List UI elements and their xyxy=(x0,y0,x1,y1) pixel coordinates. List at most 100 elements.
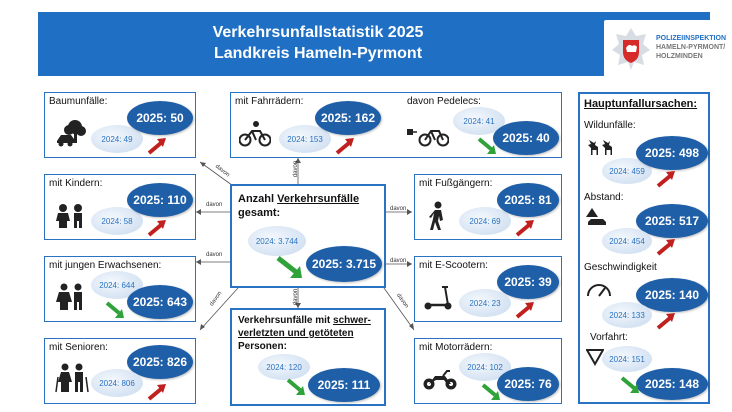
value-2025: 2025: 50 xyxy=(127,101,193,135)
trend-up-arrow-icon xyxy=(656,239,675,256)
logo-text-line3: HOLZMINDEN xyxy=(656,53,703,60)
cause-label: Wildunfälle: xyxy=(584,120,636,131)
value-2025: 2025: 498 xyxy=(636,136,708,170)
severe-title-c: verletzten und getöteten xyxy=(238,328,354,339)
trend-up-arrow-icon xyxy=(515,302,534,319)
children-icon xyxy=(56,204,82,228)
value-2025: 2025: 76 xyxy=(497,367,559,401)
value-2024-severe: 2024: 120 xyxy=(258,354,310,380)
speedometer-icon xyxy=(587,284,611,297)
box-label: mit Senioren: xyxy=(49,342,108,353)
box-children: mit Kindern: 2024: 58 2025: 110 xyxy=(44,174,196,240)
value-2025-bicycles: 2025: 162 xyxy=(315,101,381,135)
header-banner: Verkehrsunfallstatistik 2025 Landkreis H… xyxy=(38,12,732,78)
cause-label: Abstand: xyxy=(584,192,624,203)
davon-label: davon xyxy=(293,160,300,178)
trend-up-arrow-icon xyxy=(656,171,675,188)
box-escooters: mit E-Scootern: 2025: 39 2024: 23 xyxy=(414,256,562,322)
box-seniors: mit Senioren: 2025: 826 2024: 806 xyxy=(44,338,196,404)
value-2025: 2025: 39 xyxy=(497,265,559,299)
trend-up-arrow-icon xyxy=(656,313,675,330)
value-2024: 2024: 151 xyxy=(602,346,652,372)
box-label: mit E-Scootern: xyxy=(419,260,488,271)
value-2025-total: 2025: 3.715 xyxy=(306,246,382,282)
box-severe-accidents: Verkehrsunfälle mit schwer- verletzten u… xyxy=(230,308,386,406)
trend-up-arrow-icon xyxy=(147,384,166,401)
trend-up-arrow-icon xyxy=(147,138,166,155)
box-total-accidents: Anzahl Verkehrsunfälle gesamt: 2024: 3.7… xyxy=(230,184,386,288)
police-logo: POLIZEIINSPEKTION HAMELN-PYRMONT/ HOLZMI… xyxy=(604,20,732,78)
box-young-adults: mit jungen Erwachsenen: 2024: 644 2025: … xyxy=(44,256,196,322)
severe-title-a: Verkehrsunfälle mit xyxy=(238,315,334,326)
box-label: mit Motorrädern: xyxy=(419,342,493,353)
logo-text-line1: POLIZEIINSPEKTION xyxy=(656,35,727,42)
value-2025: 2025: 643 xyxy=(127,285,193,319)
value-2025-severe: 2025: 111 xyxy=(308,368,380,402)
value-2024: 2024: 806 xyxy=(91,369,143,397)
davon-label: davon xyxy=(206,202,223,208)
pedestrian-icon xyxy=(429,201,443,230)
bicycle-icon xyxy=(239,121,271,147)
trend-down-arrow-icon xyxy=(477,137,496,154)
value-2025: 2025: 148 xyxy=(636,368,708,400)
seniors-icon xyxy=(55,363,89,393)
panel-main-causes: Hauptunfallursachen: Wildunfälle: 2024: … xyxy=(578,92,710,404)
davon-label: davon xyxy=(206,252,223,258)
police-star-icon xyxy=(612,28,650,70)
value-2024: 2024: 23 xyxy=(459,289,511,317)
tree-crash-icon xyxy=(57,120,86,147)
trend-down-arrow-icon xyxy=(620,376,639,393)
value-2024: 2024: 454 xyxy=(602,228,652,254)
deer-icon xyxy=(588,140,612,155)
pedelec-icon xyxy=(407,129,449,147)
davon-label: davon xyxy=(390,258,407,264)
yield-sign-icon xyxy=(586,349,604,366)
value-2025-pedelecs: 2025: 40 xyxy=(493,121,559,155)
davon-label: davon xyxy=(293,288,300,306)
value-2025: 2025: 81 xyxy=(497,183,559,217)
page-subtitle: Landkreis Hameln-Pyrmont xyxy=(213,45,423,62)
value-2024-bicycles: 2024: 153 xyxy=(279,125,331,153)
value-2025: 2025: 517 xyxy=(636,204,708,238)
box-pedestrians: mit Fußgängern: 2024: 69 2025: 81 xyxy=(414,174,562,240)
value-2024-total: 2024: 3.744 xyxy=(248,226,306,256)
value-2025: 2025: 826 xyxy=(127,345,193,379)
value-2024: 2024: 58 xyxy=(91,207,143,235)
davon-label: davon xyxy=(390,206,407,212)
severe-title-b: schwer- xyxy=(333,315,371,326)
center-title-b: Verkehrsunfälle xyxy=(277,193,360,205)
value-2025: 2025: 140 xyxy=(636,278,708,312)
trend-down-arrow-icon xyxy=(481,383,500,400)
box-label: mit Kindern: xyxy=(49,178,103,189)
motorcycle-icon xyxy=(423,370,457,390)
young-adults-icon xyxy=(56,283,82,310)
box-motorcycles: mit Motorrädern: 2024: 102 2025: 76 xyxy=(414,338,562,404)
trend-up-arrow-icon xyxy=(335,138,354,155)
cause-label: Vorfahrt: xyxy=(590,332,628,343)
distance-icon xyxy=(586,208,606,225)
box-tree-accidents: Baumunfälle: 2024: 49 2025: 50 xyxy=(44,92,196,158)
trend-down-arrow-icon xyxy=(286,378,305,395)
box-label: mit Fußgängern: xyxy=(419,178,493,189)
box-label-pedelecs: davon Pedelecs: xyxy=(407,96,481,107)
value-2024: 2024: 49 xyxy=(91,125,143,153)
box-bicycles: mit Fahrrädern: 2024: 153 2025: 162 davo… xyxy=(230,92,562,158)
trend-up-arrow-icon xyxy=(147,220,166,237)
panel-title: Hauptunfallursachen: xyxy=(584,98,698,110)
cause-label: Geschwindigkeit xyxy=(584,262,657,273)
value-2025: 2025: 110 xyxy=(127,183,193,217)
box-label: mit jungen Erwachsenen: xyxy=(49,260,162,271)
center-title-c: gesamt: xyxy=(238,207,281,219)
value-2024: 2024: 69 xyxy=(459,207,511,235)
trend-down-arrow-icon xyxy=(276,256,302,278)
page-title: Verkehrsunfallstatistik 2025 xyxy=(212,24,424,41)
logo-text-line2: HAMELN-PYRMONT/ xyxy=(656,44,726,51)
trend-up-arrow-icon xyxy=(515,220,534,237)
severe-title-d: Personen: xyxy=(238,341,287,352)
center-title-a: Anzahl xyxy=(238,193,278,205)
scooter-icon xyxy=(424,286,452,310)
box-label: Baumunfälle: xyxy=(49,96,108,107)
value-2024: 2024: 644 xyxy=(91,271,143,299)
value-2024: 2024: 133 xyxy=(602,302,652,328)
